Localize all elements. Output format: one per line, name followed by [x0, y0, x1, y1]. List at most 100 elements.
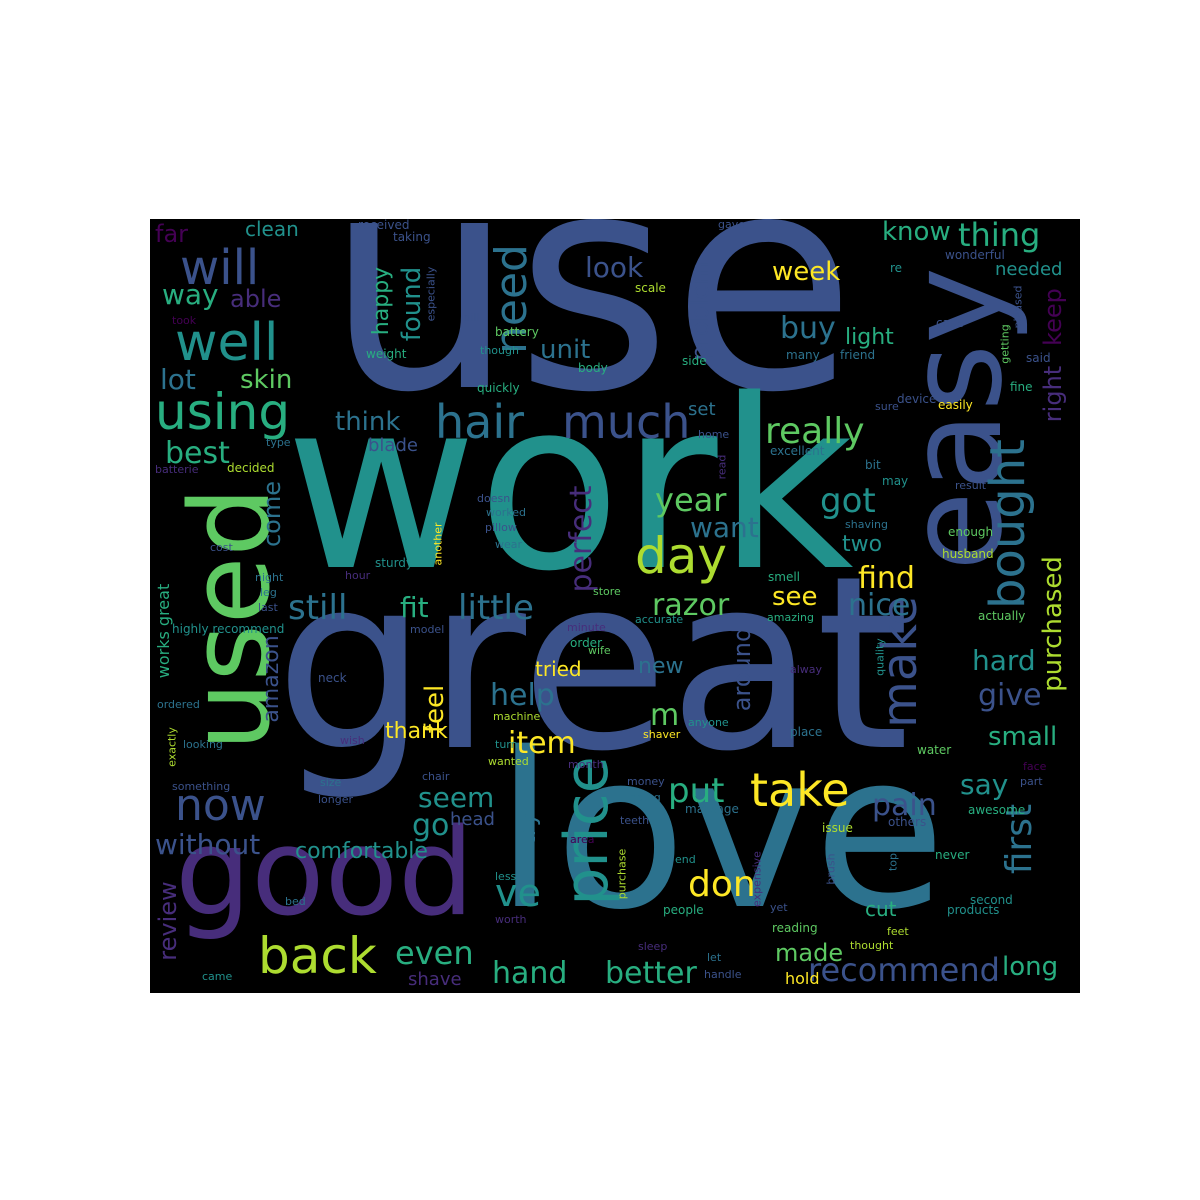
word-good: good	[175, 804, 475, 943]
word-model: model	[410, 623, 445, 636]
word-shaving: shaving	[845, 518, 888, 531]
word-recommend: recommend	[808, 951, 1000, 989]
word-think: think	[335, 407, 401, 437]
word-right: right	[1039, 365, 1067, 423]
word-decided: decided	[227, 461, 275, 475]
word-bed: bed	[285, 895, 306, 908]
word-store: store	[593, 585, 621, 598]
word-wish: wish	[340, 734, 365, 747]
word-husband: husband	[942, 547, 994, 561]
word-nice: nice	[848, 588, 911, 623]
word-expensive: expensive	[750, 851, 764, 907]
word-taking: taking	[393, 230, 431, 244]
word-comfortable: comfortable	[295, 839, 428, 864]
word-blade: blade	[368, 435, 418, 456]
word-side: side	[682, 354, 707, 368]
word-needed: needed	[995, 259, 1063, 280]
word-easily: easily	[938, 398, 973, 412]
word-something: something	[172, 780, 231, 793]
word-massage: massage	[685, 802, 739, 816]
word-body: body	[578, 361, 608, 375]
word-exactly: exactly	[165, 727, 179, 767]
word-much: much	[562, 395, 691, 449]
word-put: put	[668, 771, 725, 811]
word-wear: wear	[495, 538, 523, 551]
word-weight: weight	[366, 347, 407, 361]
word-thought: thought	[850, 939, 894, 952]
word-hair: hair	[435, 395, 525, 449]
word-hold: hold	[785, 969, 820, 988]
word-review: review	[154, 881, 182, 961]
word-way: way	[162, 278, 219, 311]
word-feet: feet	[887, 925, 909, 938]
word-using: using	[155, 383, 291, 441]
word-going: going	[630, 791, 661, 804]
word-part: part	[1020, 775, 1043, 788]
word-fine: fine	[1010, 380, 1033, 394]
word-read: read	[715, 454, 729, 480]
word-around: around	[728, 626, 756, 712]
word-give: give	[978, 678, 1042, 713]
word-anyone: anyone	[688, 716, 729, 729]
word-keep: keep	[1039, 288, 1067, 346]
word-came: came	[202, 970, 233, 983]
word-well: well	[175, 313, 279, 373]
word-shaver: shaver	[643, 728, 681, 741]
word-case: case	[936, 316, 964, 330]
word-sure: sure	[875, 400, 899, 413]
word-night: night	[255, 571, 284, 584]
word-top: top	[886, 852, 900, 872]
word-month: month	[568, 758, 604, 771]
word-accurate: accurate	[635, 613, 684, 626]
word-will: will	[180, 240, 260, 296]
word-less: less	[495, 870, 517, 883]
word-said: said	[1026, 351, 1051, 365]
word-gave: gave	[718, 219, 746, 231]
word-excellent: excellent	[770, 444, 825, 458]
word-ordered: ordered	[157, 698, 200, 711]
word-hour: hour	[345, 569, 371, 582]
word-better: better	[605, 956, 697, 991]
word-razor: razor	[652, 588, 730, 623]
word-take: take	[750, 763, 850, 817]
word-end: end	[675, 853, 696, 866]
word-neck: neck	[318, 671, 347, 685]
word-purchase: purchase	[615, 848, 629, 900]
word-pleased: pleased	[1011, 285, 1025, 329]
word-reading: reading	[772, 921, 818, 935]
word-know: know	[882, 219, 951, 247]
word-able: able	[230, 285, 282, 313]
word-device: device	[897, 392, 937, 406]
word-cost: cost	[210, 541, 233, 554]
word-found: found	[397, 266, 427, 342]
word-really: really	[765, 411, 865, 452]
word-even: even	[395, 934, 474, 972]
word-work: work	[285, 350, 854, 623]
word-smell: smell	[768, 570, 800, 584]
word-bit: bit	[865, 458, 881, 472]
word-new: new	[638, 654, 684, 679]
word-last: last	[258, 601, 278, 614]
word-let: let	[707, 951, 722, 964]
word-another: another	[431, 522, 445, 566]
word-products: products	[947, 903, 1000, 917]
word-handle: handle	[704, 968, 742, 981]
word-say: say	[960, 768, 1009, 801]
word-minute: minute	[567, 621, 606, 634]
word-face: face	[1023, 760, 1047, 773]
word-buy: buy	[780, 311, 836, 346]
word-shave: shave	[408, 969, 462, 990]
word-type: type	[266, 436, 291, 449]
word-doesn: doesn	[477, 492, 511, 505]
word-week: week	[772, 257, 841, 287]
word-come: come	[258, 480, 286, 548]
word-set: set	[688, 399, 716, 420]
word-try: try	[513, 812, 541, 846]
word-lot: lot	[160, 363, 196, 396]
word-may: may	[882, 474, 909, 488]
word-great: great	[275, 524, 910, 804]
word-size: size	[320, 776, 342, 789]
word-two: two	[842, 532, 883, 557]
word-small: small	[988, 722, 1058, 752]
word-received: received	[358, 219, 410, 232]
